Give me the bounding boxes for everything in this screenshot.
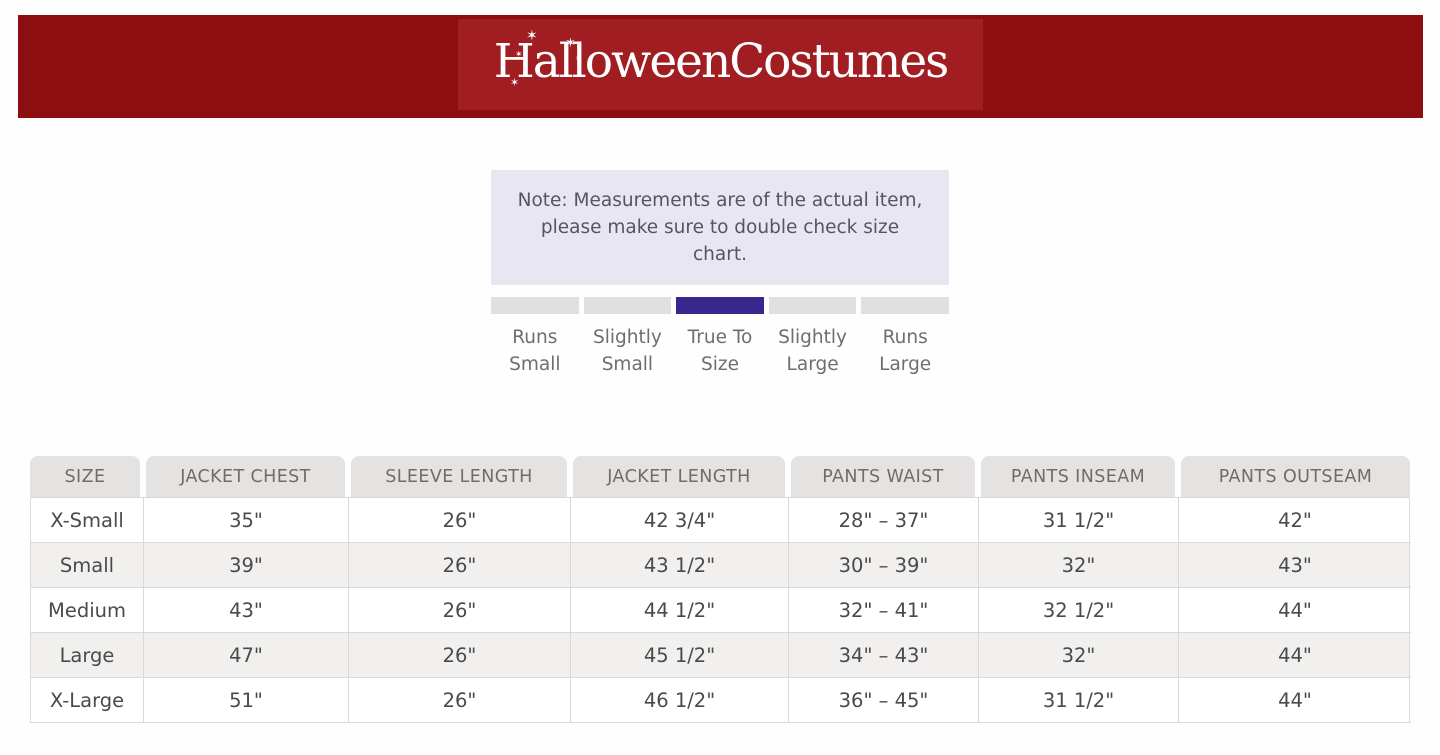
measurement-cell: 44" bbox=[1179, 678, 1411, 723]
measurement-cell: 26" bbox=[349, 633, 571, 678]
fit-scale-bar bbox=[491, 297, 949, 314]
size-cell: X-Large bbox=[31, 678, 144, 723]
size-cell: Medium bbox=[31, 588, 144, 633]
star-icon: ✶ bbox=[526, 28, 538, 44]
column-header: PANTS OUTSEAM bbox=[1181, 456, 1410, 497]
column-header: SLEEVE LENGTH bbox=[351, 456, 567, 497]
fit-scale-segment bbox=[676, 297, 764, 314]
fit-scale-label: Slightly Large bbox=[778, 327, 847, 375]
measurement-cell: 44" bbox=[1179, 588, 1411, 633]
column-header: JACKET LENGTH bbox=[573, 456, 785, 497]
fit-scale-segment bbox=[491, 297, 579, 314]
measurement-cell: 26" bbox=[349, 543, 571, 588]
size-cell: Small bbox=[31, 543, 144, 588]
measurement-cell: 43" bbox=[1179, 543, 1411, 588]
star-icon: ✶ bbox=[575, 54, 582, 63]
measurement-note: Note: Measurements are of the actual ite… bbox=[491, 170, 949, 285]
column-header: PANTS INSEAM bbox=[981, 456, 1175, 497]
table-row: Large 47" 26" 45 1/2" 34" – 43" 32" 44" bbox=[31, 633, 1411, 678]
measurement-cell: 26" bbox=[349, 498, 571, 543]
fit-scale-segment bbox=[768, 297, 857, 314]
measurement-cell: 32" bbox=[979, 633, 1179, 678]
column-header: JACKET CHEST bbox=[146, 456, 345, 497]
measurement-cell: 26" bbox=[349, 678, 571, 723]
column-header: SIZE bbox=[30, 456, 140, 497]
measurement-cell: 42 3/4" bbox=[571, 498, 789, 543]
measurement-cell: 44 1/2" bbox=[571, 588, 789, 633]
measurement-cell: 43" bbox=[144, 588, 349, 633]
star-icon: ✶ bbox=[510, 76, 520, 89]
measurement-cell: 32" bbox=[979, 543, 1179, 588]
fit-scale-label: True To Size bbox=[687, 327, 753, 375]
star-icon: ✶ bbox=[515, 50, 523, 60]
table-row: Medium 43" 26" 44 1/2" 32" – 41" 32 1/2" 44" bbox=[31, 588, 1411, 633]
measurement-cell: 45 1/2" bbox=[571, 633, 789, 678]
measurement-cell: 51" bbox=[144, 678, 349, 723]
table-row: X-Large 51" 26" 46 1/2" 36" – 45" 31 1/2" 44" bbox=[31, 678, 1411, 723]
measurement-cell: 42" bbox=[1179, 498, 1411, 543]
measurement-cell: 36" – 45" bbox=[789, 678, 979, 723]
fit-scale-label: Runs Large bbox=[879, 327, 932, 375]
site-logo-text: HalloweenCostumes bbox=[493, 34, 950, 89]
measurement-cell: 43 1/2" bbox=[571, 543, 789, 588]
measurement-cell: 35" bbox=[144, 498, 349, 543]
measurement-cell: 30" – 39" bbox=[789, 543, 979, 588]
measurement-cell: 31 1/2" bbox=[979, 498, 1179, 543]
measurement-cell: 28" – 37" bbox=[789, 498, 979, 543]
size-cell: X-Small bbox=[31, 498, 144, 543]
measurement-cell: 31 1/2" bbox=[979, 678, 1179, 723]
measurement-cell: 44" bbox=[1179, 633, 1411, 678]
fit-scale-segment bbox=[861, 297, 949, 314]
size-chart-header-row: SIZE JACKET CHEST SLEEVE LENGTH JACKET LENG… bbox=[30, 456, 1410, 497]
table-row: X-Small 35" 26" 42 3/4" 28" – 37" 31 1/2" 42" bbox=[31, 498, 1411, 543]
fit-scale-labels: Runs Small Slightly Small True To Size Slig… bbox=[491, 324, 949, 378]
size-cell: Large bbox=[31, 633, 144, 678]
measurement-cell: 34" – 43" bbox=[789, 633, 979, 678]
fit-scale-label: Slightly Small bbox=[592, 327, 662, 375]
size-chart-body: X-Small 35" 26" 42 3/4" 28" – 37" 31 1/2" 42" S… bbox=[30, 497, 1411, 723]
fit-scale-label: Runs Small bbox=[509, 327, 561, 375]
measurement-cell: 26" bbox=[349, 588, 571, 633]
measurement-cell: 39" bbox=[144, 543, 349, 588]
header-banner: ✶ ✶ ✶ ✶ ✶ HalloweenCostumes bbox=[18, 15, 1423, 118]
table-row: Small 39" 26" 43 1/2" 30" – 39" 32" 43" bbox=[31, 543, 1411, 588]
star-icon: ✶ bbox=[565, 36, 576, 51]
column-header: PANTS WAIST bbox=[791, 456, 975, 497]
site-logo[interactable]: ✶ ✶ ✶ ✶ ✶ HalloweenCostumes bbox=[458, 19, 983, 110]
measurement-cell: 32 1/2" bbox=[979, 588, 1179, 633]
measurement-cell: 32" – 41" bbox=[789, 588, 979, 633]
size-chart-table: SIZE JACKET CHEST SLEEVE LENGTH JACKET LENG… bbox=[30, 456, 1411, 723]
fit-scale-segment bbox=[583, 297, 672, 314]
measurement-cell: 46 1/2" bbox=[571, 678, 789, 723]
measurement-cell: 47" bbox=[144, 633, 349, 678]
